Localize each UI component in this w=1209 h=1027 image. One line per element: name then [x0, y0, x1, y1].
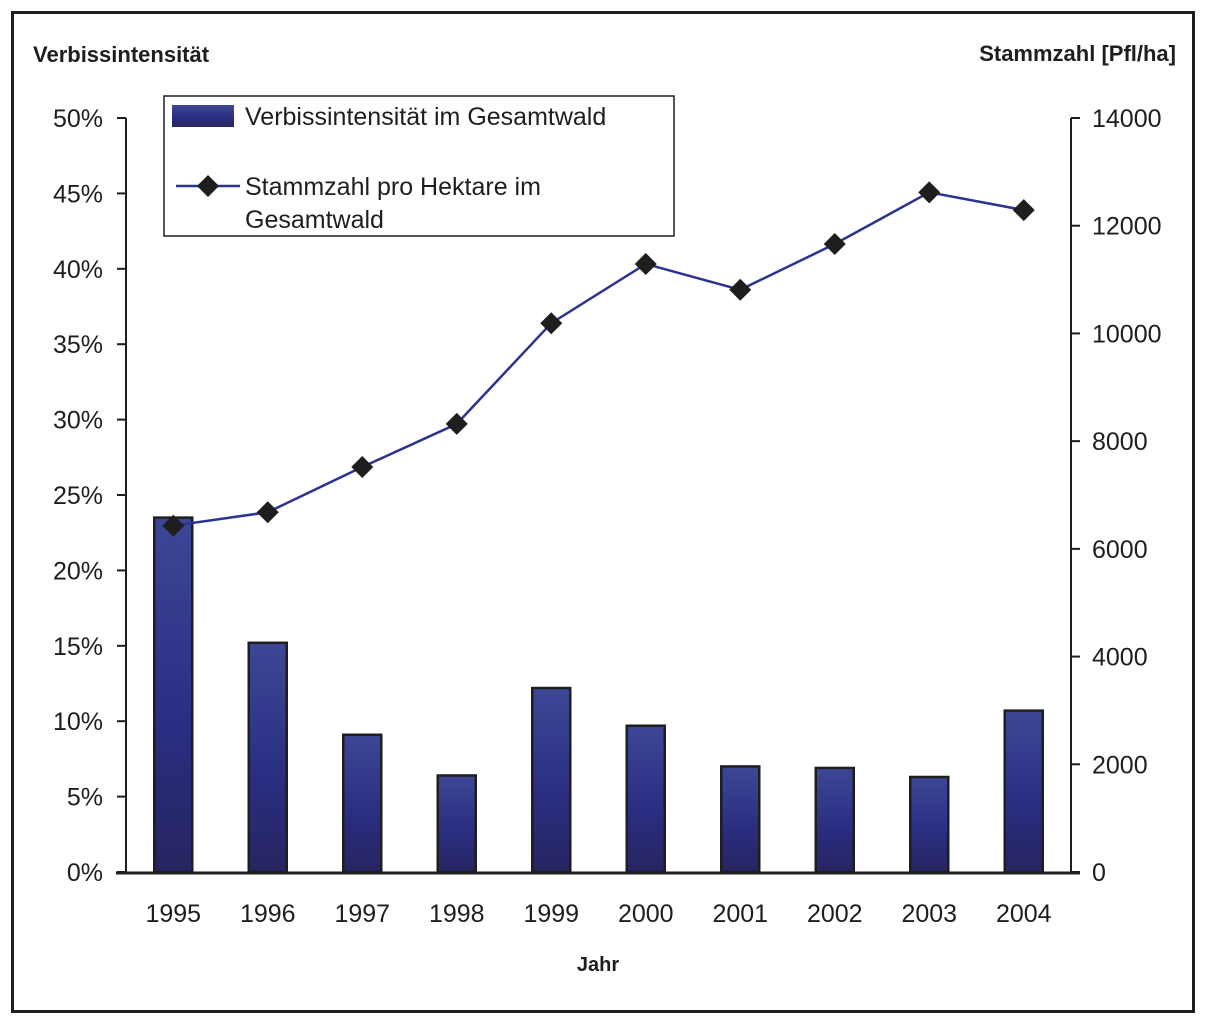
line-point-2001	[729, 278, 752, 301]
right-tick-label: 2000	[1092, 751, 1148, 779]
legend-bar-label: Verbissintensität im Gesamtwald	[245, 103, 606, 131]
legend-bar-swatch	[172, 105, 234, 127]
bar-2001	[720, 765, 761, 874]
bar-2002	[814, 766, 855, 874]
right-tick-label: 8000	[1092, 428, 1148, 456]
x-tick-label: 2001	[712, 900, 768, 928]
legend-box	[163, 95, 675, 237]
x-tick-label: 1997	[334, 900, 390, 928]
bar-1998	[436, 774, 477, 874]
left-tick-label: 35%	[53, 331, 103, 359]
right-tick-label: 0	[1092, 859, 1106, 887]
left-tick-label: 30%	[53, 407, 103, 435]
bar-1999	[531, 686, 572, 874]
right-tick-label: 6000	[1092, 536, 1148, 564]
right-tick-label: 4000	[1092, 644, 1148, 672]
bar-2003	[909, 775, 950, 874]
left-tick-label: 5%	[67, 784, 103, 812]
line-point-2003	[918, 181, 941, 204]
x-tick-label: 2002	[807, 900, 863, 928]
right-axis-title: Stammzahl [Pfl/ha]	[979, 41, 1176, 66]
legend: Verbissintensität im Gesamtwald Stammzah…	[163, 95, 675, 237]
left-axis-ticks: 0% 5% 10% 15% 20% 25% 30% 35% 40% 45% 50%	[53, 105, 126, 887]
chart-frame	[11, 11, 1195, 1013]
x-tick-label: 2000	[618, 900, 674, 928]
line-point-2002	[823, 233, 846, 256]
x-tick-label: 1999	[523, 900, 579, 928]
right-tick-label: 14000	[1092, 105, 1162, 133]
left-tick-label: 20%	[53, 557, 103, 585]
line-point-2004	[1012, 199, 1035, 222]
legend-line-label-1: Stammzahl pro Hektare im	[245, 173, 541, 201]
left-tick-label: 50%	[53, 105, 103, 133]
left-tick-label: 40%	[53, 256, 103, 284]
left-tick-label: 15%	[53, 633, 103, 661]
x-tick-label: 1996	[240, 900, 296, 928]
bar-1996	[247, 641, 288, 874]
bar-series	[153, 516, 1044, 874]
x-axis-ticks: 1995 1996 1997 1998 1999 2000 2001 2002 2003 2004	[145, 900, 1051, 928]
line-point-1999	[540, 312, 563, 335]
x-axis-title: Jahr	[577, 954, 619, 976]
bar-1997	[342, 733, 383, 874]
stammzahl-line	[173, 191, 1024, 527]
bar-2000	[625, 724, 666, 874]
line-series	[162, 181, 1035, 537]
right-tick-label: 12000	[1092, 213, 1162, 241]
line-point-1998	[445, 412, 468, 435]
line-point-1997	[351, 455, 374, 478]
line-point-1996	[256, 501, 279, 524]
right-axis-ticks: 0 2000 4000 6000 8000 10000 12000 14000	[1071, 105, 1162, 887]
left-tick-label: 45%	[53, 180, 103, 208]
left-tick-label: 0%	[67, 859, 103, 887]
line-point-1995	[162, 514, 185, 537]
bar-2004	[1003, 709, 1044, 874]
x-tick-label: 1998	[429, 900, 485, 928]
bar-1995	[153, 516, 194, 874]
right-tick-label: 10000	[1092, 320, 1162, 348]
x-tick-label: 2004	[996, 900, 1052, 928]
left-tick-label: 25%	[53, 482, 103, 510]
left-tick-label: 10%	[53, 708, 103, 736]
legend-diamond-marker	[197, 175, 219, 197]
left-axis-title: Verbissintensität	[33, 42, 210, 67]
legend-line-label-2: Gesamtwald	[245, 206, 384, 234]
x-tick-label: 1995	[145, 900, 201, 928]
line-point-2000	[634, 252, 657, 275]
x-tick-label: 2003	[901, 900, 957, 928]
